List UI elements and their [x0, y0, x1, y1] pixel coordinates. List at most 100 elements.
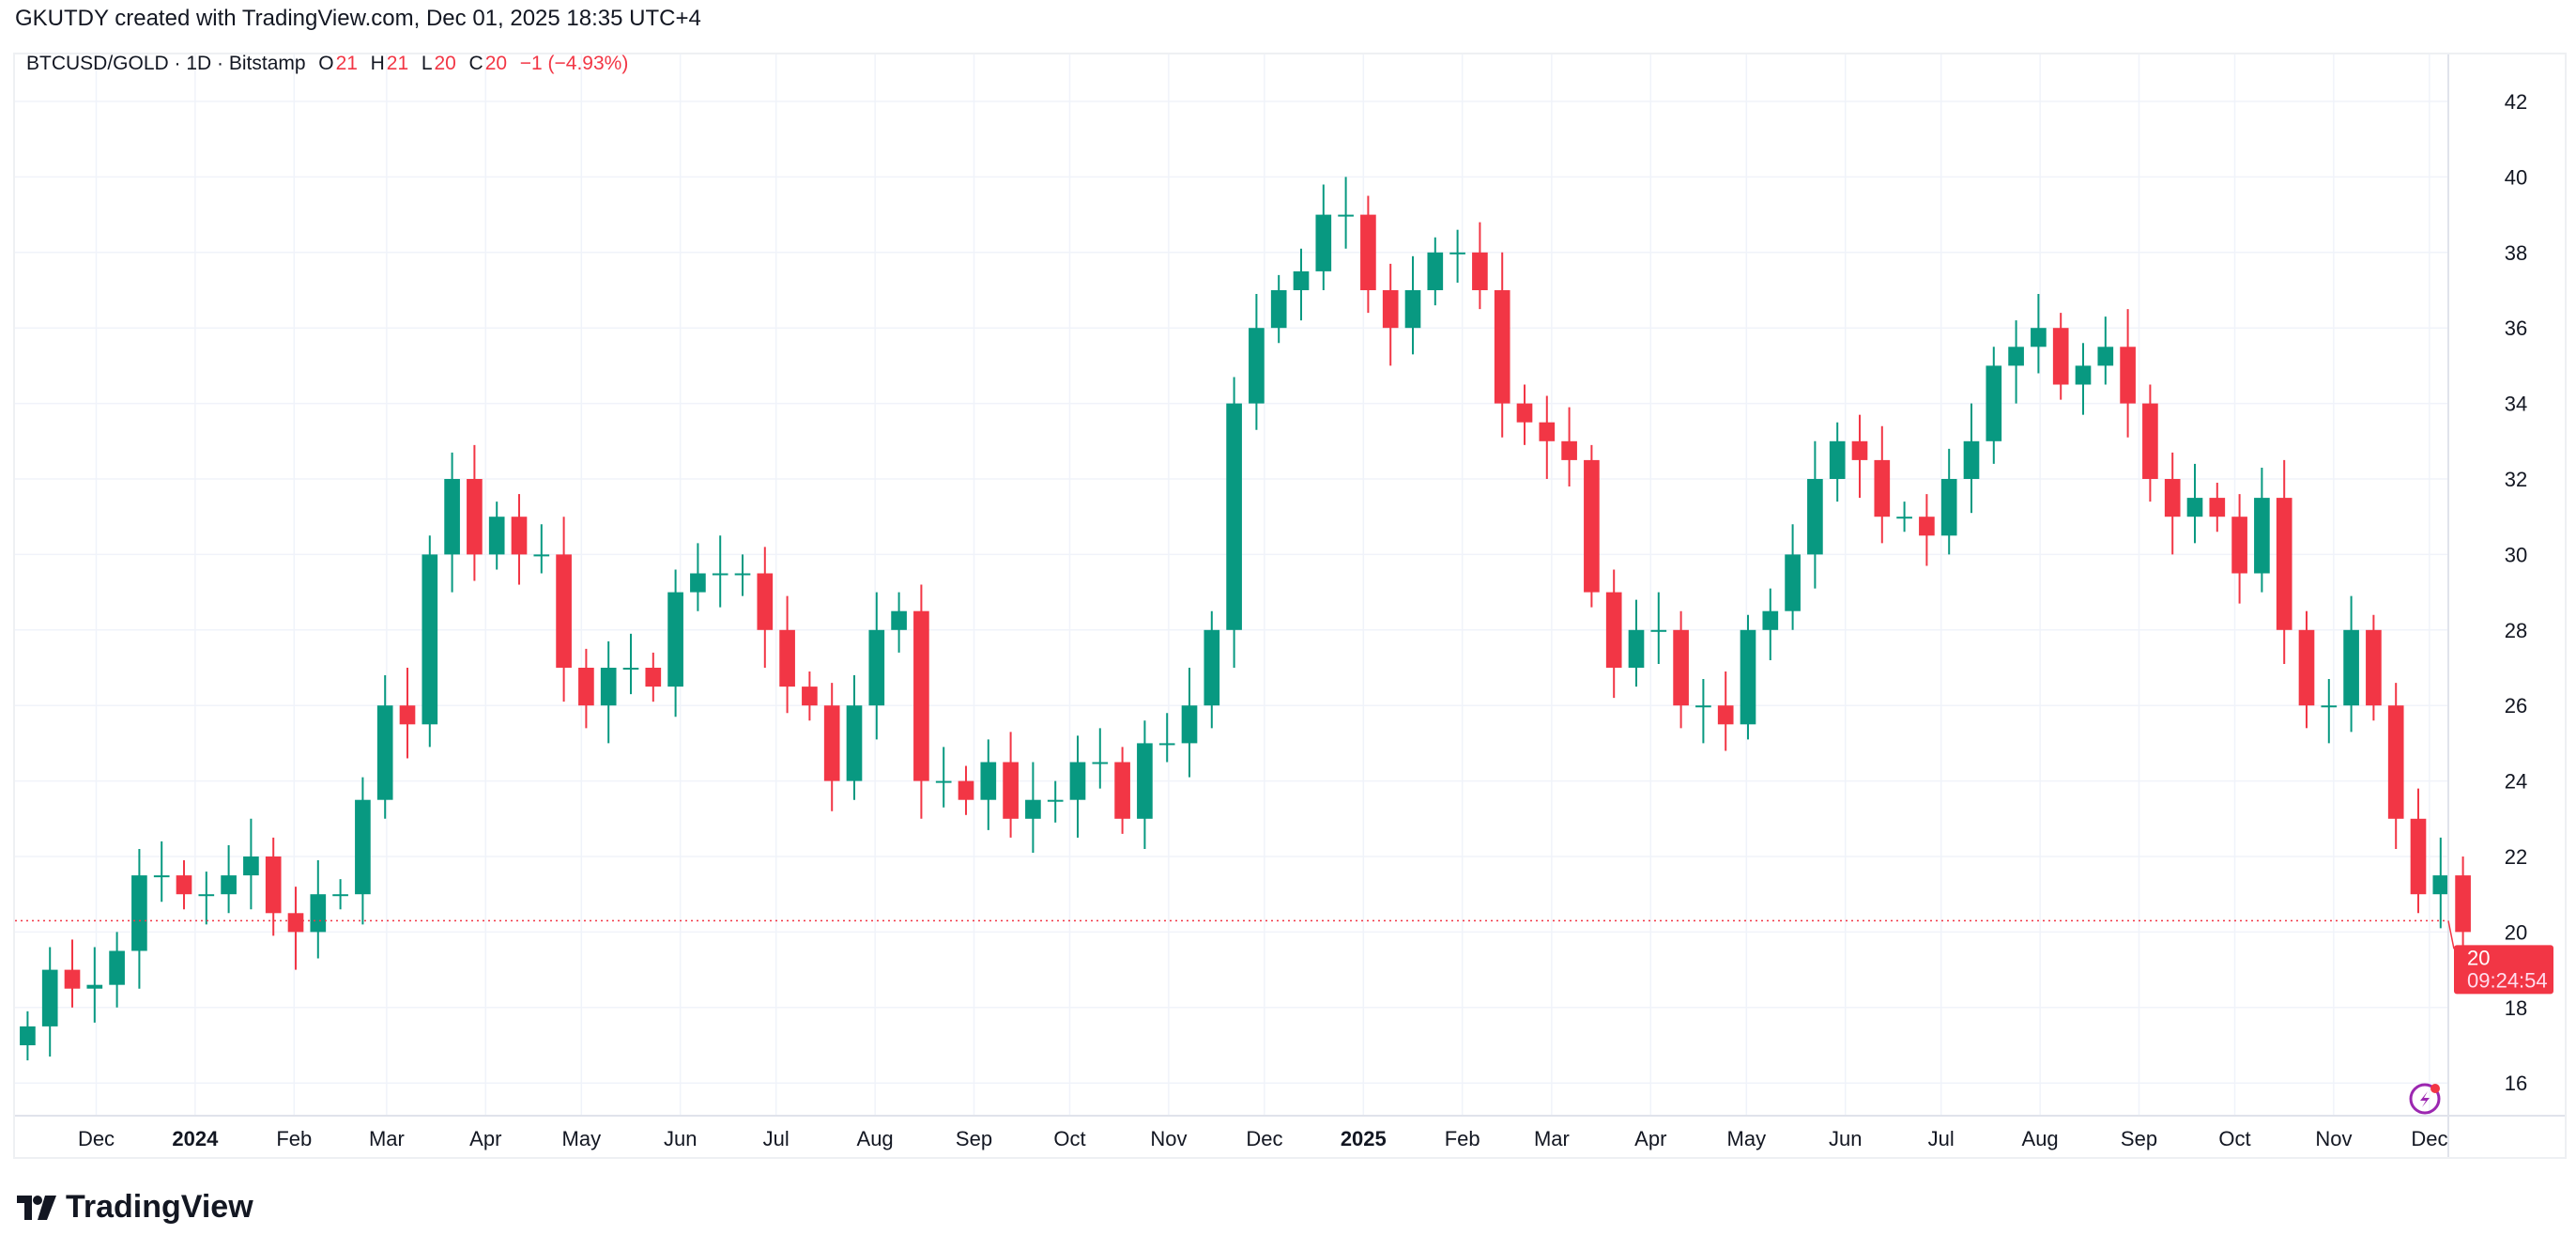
x-tick-label: Aug	[2022, 1127, 2059, 1150]
y-tick-label: 28	[2505, 619, 2527, 642]
tradingview-logo-icon	[17, 1195, 56, 1220]
candle-body	[1270, 290, 1287, 329]
candle-body	[2008, 347, 2024, 366]
candle-body	[444, 479, 460, 555]
candle-body	[1963, 440, 1980, 479]
open-label: O	[318, 53, 334, 74]
candle-body	[1360, 214, 1376, 290]
candle-body	[667, 592, 683, 687]
candle-body	[1494, 290, 1510, 404]
x-tick-label: Apr	[469, 1127, 501, 1150]
candle-body	[198, 894, 215, 897]
candle-body	[1092, 762, 1109, 764]
x-tick-label: Jul	[763, 1127, 790, 1150]
y-tick-label: 38	[2505, 241, 2527, 265]
candle-body	[779, 629, 795, 687]
y-tick-label: 26	[2505, 694, 2527, 718]
candle-body	[868, 629, 885, 706]
candle-body	[511, 517, 528, 555]
candle-body	[2410, 818, 2427, 895]
candle-body	[2254, 498, 2270, 574]
candle-body	[2052, 328, 2069, 385]
candle-body	[1896, 517, 1912, 519]
x-tick-label: May	[1727, 1127, 1767, 1150]
last-price-tag: 20 09:24:54	[2454, 945, 2553, 995]
candle-body	[846, 705, 863, 781]
candle-body	[355, 799, 371, 895]
candle-body	[1695, 705, 1711, 708]
candle-body	[2321, 705, 2338, 708]
candle-body	[2031, 328, 2047, 347]
candle-body	[399, 705, 416, 725]
low-value: 20	[434, 53, 456, 74]
candle-body	[488, 517, 505, 555]
candle-body	[2209, 498, 2226, 517]
candle-body	[734, 573, 751, 576]
candle-body	[1204, 629, 1220, 706]
x-tick-label: May	[562, 1127, 602, 1150]
x-tick-label: 2025	[1341, 1127, 1387, 1150]
candle-body	[1338, 214, 1354, 217]
candle-body	[1605, 592, 1622, 668]
x-tick-label: Dec	[2411, 1127, 2447, 1150]
candle-body	[131, 875, 147, 951]
candle-body	[958, 780, 974, 800]
y-tick-label: 24	[2505, 770, 2527, 794]
candle-body	[600, 668, 617, 706]
candle-body	[1181, 705, 1198, 744]
bar-countdown: 09:24:54	[2467, 968, 2548, 992]
candle-body	[712, 573, 728, 576]
candles	[20, 177, 2471, 1061]
x-tick-label: Sep	[2121, 1127, 2157, 1150]
candle-body	[1047, 799, 1064, 802]
candle-body	[1940, 479, 1957, 536]
symbol-legend: BTCUSD/GOLD · 1D · Bitstamp O21 H21 L20 …	[26, 53, 630, 75]
candle-body	[153, 875, 170, 878]
chart-caption: GKUTDY created with TradingView.com, Dec…	[15, 6, 701, 31]
candle-body	[1315, 214, 1332, 271]
tradingview-logo[interactable]: TradingView	[17, 1189, 253, 1226]
x-tick-label: Dec	[1246, 1127, 1282, 1150]
candle-body	[1293, 270, 1310, 290]
symbol-name[interactable]: BTCUSD/GOLD · 1D · Bitstamp	[26, 53, 306, 74]
candle-body	[891, 610, 907, 630]
x-tick-label: Sep	[956, 1127, 992, 1150]
candle-body	[2366, 629, 2382, 706]
candle-body	[109, 950, 125, 985]
candle-body	[533, 554, 550, 557]
candle-body	[2432, 875, 2449, 895]
x-tick-label: Aug	[857, 1127, 894, 1150]
alert-lightning-icon[interactable]	[2409, 1083, 2441, 1115]
candle-body	[1539, 422, 1556, 441]
candle-body	[1785, 554, 1801, 611]
candle-body	[1829, 440, 1846, 479]
candle-body	[2186, 498, 2203, 517]
candle-body	[1158, 743, 1175, 746]
candle-body	[1114, 762, 1130, 819]
candle-body	[176, 875, 192, 895]
candle-body	[1137, 743, 1153, 819]
x-tick-label: Apr	[1634, 1127, 1666, 1150]
candle-body	[645, 668, 662, 687]
x-tick-label: Oct	[2218, 1127, 2250, 1150]
candle-body	[2231, 517, 2247, 574]
candle-body	[2075, 365, 2092, 385]
close-value: 20	[484, 53, 508, 74]
time-axis: Dec 2024 Feb Mar Apr May Jun Jul Aug Sep Oct Nov Dec…	[78, 1127, 2448, 1150]
candle-body	[243, 856, 259, 876]
open-value: 21	[335, 53, 358, 74]
candle-body	[913, 610, 929, 781]
candle-body	[1919, 517, 1935, 536]
y-tick-label: 42	[2505, 90, 2527, 114]
y-tick-label: 22	[2505, 845, 2527, 869]
candle-body	[1762, 610, 1779, 630]
candle-body	[1404, 290, 1421, 329]
candle-body	[2455, 875, 2471, 933]
candle-body	[1851, 440, 1868, 460]
candle-body	[1382, 290, 1399, 329]
x-tick-label: Mar	[369, 1127, 405, 1150]
y-tick-label: 16	[2505, 1072, 2527, 1095]
candle-body	[757, 573, 774, 630]
low-label: L	[421, 53, 433, 74]
